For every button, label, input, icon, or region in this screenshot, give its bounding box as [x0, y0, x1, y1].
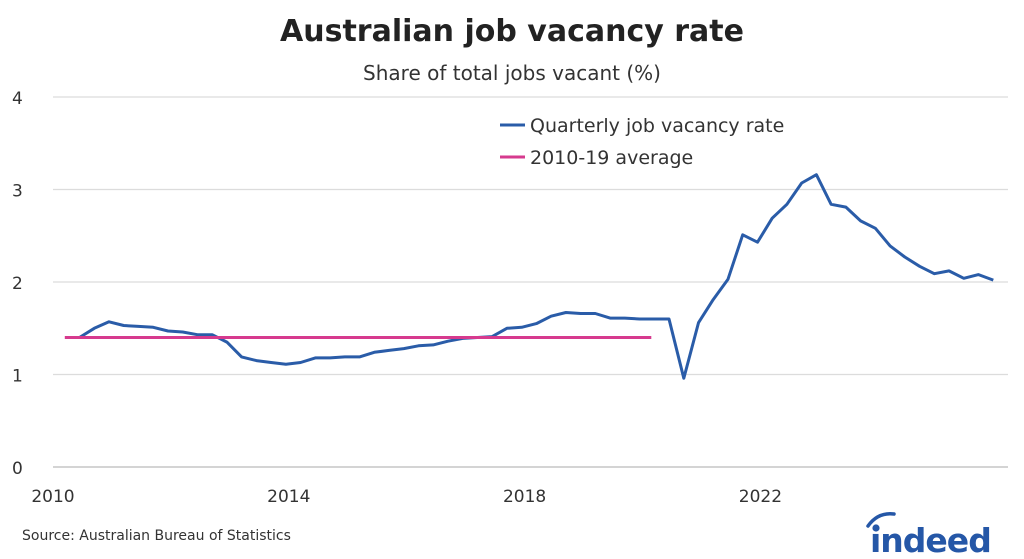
series-lines	[64, 173, 994, 380]
gridlines	[53, 96, 1008, 468]
x-axis-ticks: 2010 2014 2018 2022	[31, 487, 782, 507]
legend: Quarterly job vacancy rate 2010-19 averag…	[500, 115, 784, 169]
x-tick-label: 2022	[739, 487, 782, 507]
chart-subtitle: Share of total jobs vacant (%)	[363, 61, 661, 85]
x-tick-label: 2014	[267, 487, 310, 507]
legend-label: 2010-19 average	[530, 147, 693, 169]
indeed-logo: ındeed	[866, 512, 992, 556]
vacancy-rate-line	[78, 173, 994, 380]
y-tick-label: 1	[12, 367, 23, 387]
x-tick-label: 2018	[503, 487, 546, 507]
legend-label: Quarterly job vacancy rate	[530, 115, 784, 137]
y-axis-ticks: 0 1 2 3 4	[12, 89, 23, 479]
source-note: Source: Australian Bureau of Statistics	[22, 528, 291, 544]
chart-title: Australian job vacancy rate	[280, 14, 744, 49]
y-tick-label: 0	[12, 459, 23, 479]
x-tick-label: 2010	[31, 487, 74, 507]
y-tick-label: 3	[12, 182, 23, 202]
y-tick-label: 4	[12, 89, 23, 109]
y-tick-label: 2	[12, 274, 23, 294]
svg-text:ındeed: ındeed	[870, 521, 991, 556]
